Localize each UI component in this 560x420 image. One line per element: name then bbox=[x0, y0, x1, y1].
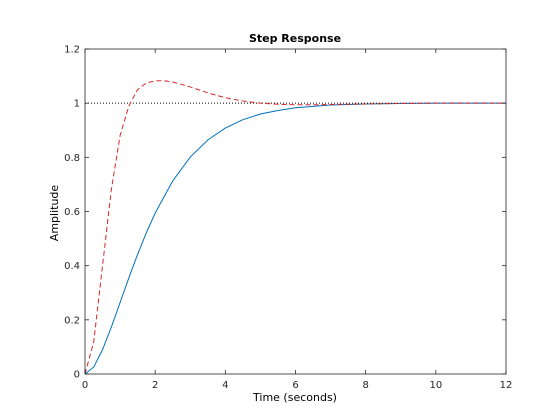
plot-area: 0 2 4 6 8 10 12 0 0.2 0.4 0.6 0.8 1 1.2 bbox=[64, 45, 512, 392]
series-line-1 bbox=[84, 102, 506, 375]
x-tick-label: 6 bbox=[292, 380, 298, 391]
y-tick-label: 0.6 bbox=[64, 207, 80, 218]
plot-background bbox=[85, 49, 506, 374]
y-tick-label: 1.2 bbox=[64, 45, 80, 56]
y-tick-label: 0 bbox=[74, 370, 80, 381]
x-tick-label: 0 bbox=[82, 380, 88, 391]
y-tick-label: 0.4 bbox=[64, 261, 80, 272]
x-tick-label: 8 bbox=[362, 380, 368, 391]
y-axis-label: Amplitude bbox=[48, 185, 61, 242]
y-tick-label: 1 bbox=[74, 99, 80, 110]
x-tick-label: 2 bbox=[152, 380, 158, 391]
y-tick-label: 0.8 bbox=[64, 153, 80, 164]
x-tick-label: 4 bbox=[222, 380, 228, 391]
chart-title: Step Response bbox=[249, 32, 341, 45]
series-line-2 bbox=[84, 80, 506, 375]
y-tick-label: 0.2 bbox=[64, 315, 80, 326]
x-axis-label: Time (seconds) bbox=[252, 391, 337, 404]
x-tick-label: 12 bbox=[500, 380, 513, 391]
x-tick-label: 10 bbox=[429, 380, 442, 391]
